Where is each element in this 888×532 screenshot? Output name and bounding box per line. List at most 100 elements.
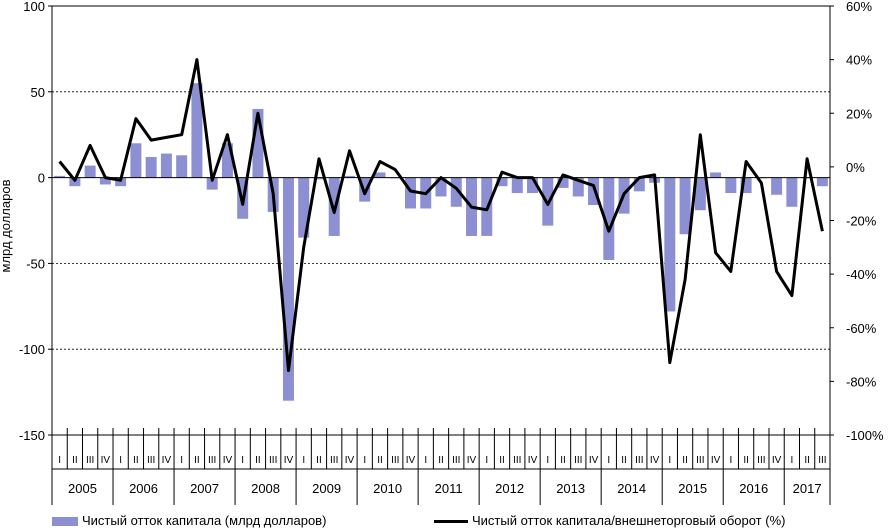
bar — [679, 177, 691, 235]
quarter-label: I — [424, 455, 427, 466]
quarter-label: II — [499, 455, 505, 466]
bar — [84, 165, 96, 178]
quarter-label: IV — [162, 455, 172, 466]
quarter-label: II — [316, 455, 322, 466]
quarter-label: IV — [406, 455, 416, 466]
legend-bar-swatch — [52, 517, 78, 527]
bar — [588, 177, 600, 206]
quarter-label: II — [560, 455, 566, 466]
quarter-label: II — [255, 455, 261, 466]
y-right-tick-label: -100% — [846, 428, 884, 443]
quarter-label: I — [241, 455, 244, 466]
grid-lines — [52, 91, 830, 350]
bar — [374, 172, 386, 178]
bar — [404, 177, 416, 209]
year-label: 2014 — [617, 481, 646, 496]
year-label: 2016 — [739, 481, 768, 496]
year-label: 2006 — [129, 481, 158, 496]
bar — [145, 157, 157, 178]
quarter-label: I — [58, 455, 61, 466]
bar — [450, 177, 462, 207]
bar-series — [54, 83, 828, 401]
quarter-label: IV — [284, 455, 294, 466]
bar — [343, 175, 355, 178]
year-label: 2007 — [190, 481, 219, 496]
y-right-tick-label: -40% — [846, 267, 877, 282]
quarter-label: III — [147, 455, 155, 466]
year-label: 2005 — [68, 481, 97, 496]
quarter-label: IV — [589, 455, 599, 466]
year-label: 2012 — [495, 481, 524, 496]
y-right-tick-label: -60% — [846, 321, 877, 336]
quarter-label: II — [72, 455, 78, 466]
quarter-label: I — [607, 455, 610, 466]
quarter-label: III — [635, 455, 643, 466]
quarter-label: II — [194, 455, 200, 466]
x-axis-quarters: I II III IV I II III IV I II III IV I II III IV I II III IV… — [51, 428, 831, 505]
y-right-tick-label: 40% — [846, 53, 872, 68]
bar — [633, 177, 645, 192]
quarter-label: I — [302, 455, 305, 466]
bar — [252, 108, 264, 178]
bar — [527, 177, 539, 194]
quarter-label: IV — [772, 455, 782, 466]
quarter-label: III — [269, 455, 277, 466]
plot-frame — [51, 5, 831, 436]
quarter-label: I — [668, 455, 671, 466]
bar — [115, 177, 127, 187]
bar — [786, 177, 798, 207]
quarter-label: II — [682, 455, 688, 466]
bar — [313, 177, 325, 180]
quarter-label: I — [363, 455, 366, 466]
line-series — [58, 58, 824, 373]
year-label: 2017 — [793, 481, 822, 496]
bar — [130, 143, 142, 178]
bar — [282, 177, 294, 401]
y-right-tick-label: 0% — [846, 160, 865, 175]
year-label: 2010 — [373, 481, 402, 496]
quarter-label: II — [133, 455, 139, 466]
y-right-tick-label: -80% — [846, 374, 877, 389]
quarter-label: IV — [467, 455, 477, 466]
quarter-label: III — [86, 455, 94, 466]
bar — [725, 177, 737, 194]
quarter-label: IV — [223, 455, 233, 466]
year-label: 2015 — [678, 481, 707, 496]
legend-line-label: Чистый отток капитала/внешнеторговый обо… — [472, 513, 786, 528]
bar — [694, 177, 706, 211]
quarter-label: III — [452, 455, 460, 466]
bar — [99, 177, 111, 185]
quarter-label: I — [485, 455, 488, 466]
y-left-tick-label: 0 — [38, 171, 45, 186]
quarter-label: III — [391, 455, 399, 466]
year-label: 2008 — [251, 481, 280, 496]
quarter-label: I — [546, 455, 549, 466]
legend-line-swatch — [434, 520, 468, 524]
year-label: 2013 — [556, 481, 585, 496]
quarter-label: IV — [345, 455, 355, 466]
bar — [298, 177, 310, 238]
bar — [206, 177, 218, 190]
bar — [221, 143, 233, 178]
bar — [511, 177, 523, 194]
bar — [191, 83, 203, 178]
y-right-tick-label: -20% — [846, 214, 877, 229]
quarter-label: II — [804, 455, 810, 466]
quarter-label: I — [180, 455, 183, 466]
bar — [69, 177, 81, 187]
quarter-label: IV — [650, 455, 660, 466]
quarter-label: III — [757, 455, 765, 466]
year-label: 2009 — [312, 481, 341, 496]
axes: 100 50 0 -50 -100 -150 60% 40% 20% 0% -20% -40% -60%… — [19, 0, 884, 443]
bar — [816, 177, 828, 187]
quarter-label: IV — [711, 455, 721, 466]
bar — [435, 177, 447, 197]
quarter-label: III — [818, 455, 826, 466]
y-left-tick-label: -150 — [19, 428, 45, 443]
y-left-tick-label: 50 — [31, 85, 45, 100]
bar — [740, 177, 752, 194]
bar — [176, 155, 188, 178]
bar — [771, 177, 783, 195]
quarter-label: III — [208, 455, 216, 466]
